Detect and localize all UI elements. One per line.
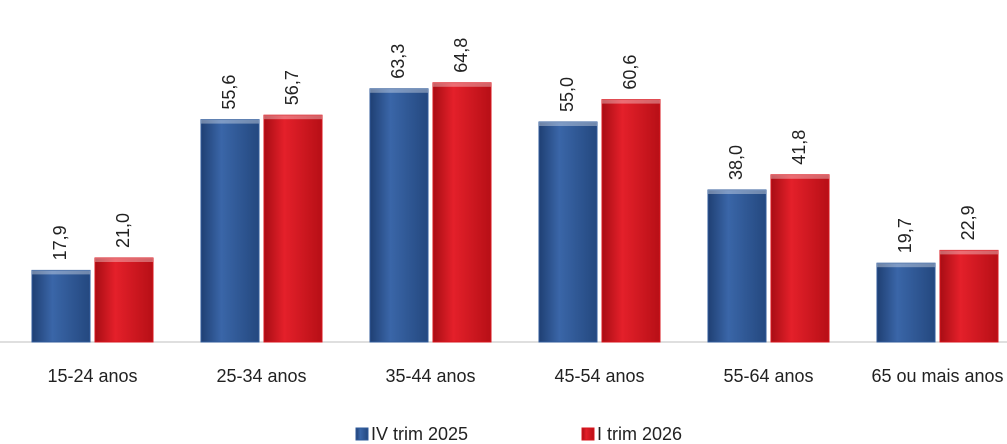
value-label: 19,7 bbox=[895, 218, 915, 253]
bar bbox=[94, 257, 154, 343]
value-label: 55,0 bbox=[557, 77, 577, 112]
bar-highlight bbox=[602, 99, 660, 104]
x-label-box: 15-24 anos bbox=[47, 366, 138, 386]
x-label-box: 55-64 anos bbox=[723, 366, 814, 386]
x-tick-label: 15-24 anos bbox=[47, 366, 138, 386]
value-label: 41,8 bbox=[789, 130, 809, 165]
bar-highlight bbox=[708, 190, 766, 194]
bar bbox=[200, 119, 260, 343]
bar-highlight bbox=[877, 263, 935, 268]
bar bbox=[707, 189, 767, 343]
bar-highlight bbox=[264, 115, 322, 120]
value-label: 55,6 bbox=[219, 75, 239, 110]
bar bbox=[876, 262, 936, 343]
value-label: 21,0 bbox=[113, 213, 133, 248]
x-label-box: 35-44 anos bbox=[385, 366, 476, 386]
legend-swatch bbox=[355, 427, 369, 441]
bar-highlight bbox=[940, 250, 998, 255]
value-label: 63,3 bbox=[388, 44, 408, 79]
bar bbox=[770, 174, 830, 343]
x-label-box: 25-34 anos bbox=[216, 366, 307, 386]
legend-label: I trim 2026 bbox=[597, 424, 682, 444]
bar-highlight bbox=[32, 270, 90, 275]
bar bbox=[432, 82, 492, 343]
x-tick-label: 25-34 anos bbox=[216, 366, 307, 386]
value-label: 38,0 bbox=[726, 145, 746, 180]
bar bbox=[369, 88, 429, 343]
legend-label: IV trim 2025 bbox=[371, 424, 468, 444]
bar bbox=[601, 99, 661, 343]
legend-swatch bbox=[581, 427, 595, 441]
x-tick-label: 35-44 anos bbox=[385, 366, 476, 386]
bar bbox=[263, 114, 323, 343]
value-label: 17,9 bbox=[50, 225, 70, 260]
x-tick-label: 55-64 anos bbox=[723, 366, 814, 386]
bar-highlight bbox=[433, 82, 491, 87]
bar-highlight bbox=[771, 174, 829, 179]
x-tick-label: 45-54 anos bbox=[554, 366, 645, 386]
value-label: 22,9 bbox=[958, 205, 978, 240]
value-label: 64,8 bbox=[451, 38, 471, 73]
value-label: 60,6 bbox=[620, 55, 640, 90]
bar-highlight bbox=[539, 122, 597, 126]
x-label-box: 65 ou mais anos bbox=[871, 366, 1004, 386]
x-tick-label: 65 ou mais anos bbox=[871, 366, 1004, 386]
bar bbox=[31, 269, 91, 343]
value-label: 56,7 bbox=[282, 70, 302, 105]
x-label-box: 45-54 anos bbox=[554, 366, 645, 386]
bar-highlight bbox=[95, 258, 153, 262]
bar-highlight bbox=[201, 119, 259, 124]
bar-highlight bbox=[370, 88, 428, 93]
bar bbox=[939, 249, 999, 343]
bar bbox=[538, 121, 598, 343]
